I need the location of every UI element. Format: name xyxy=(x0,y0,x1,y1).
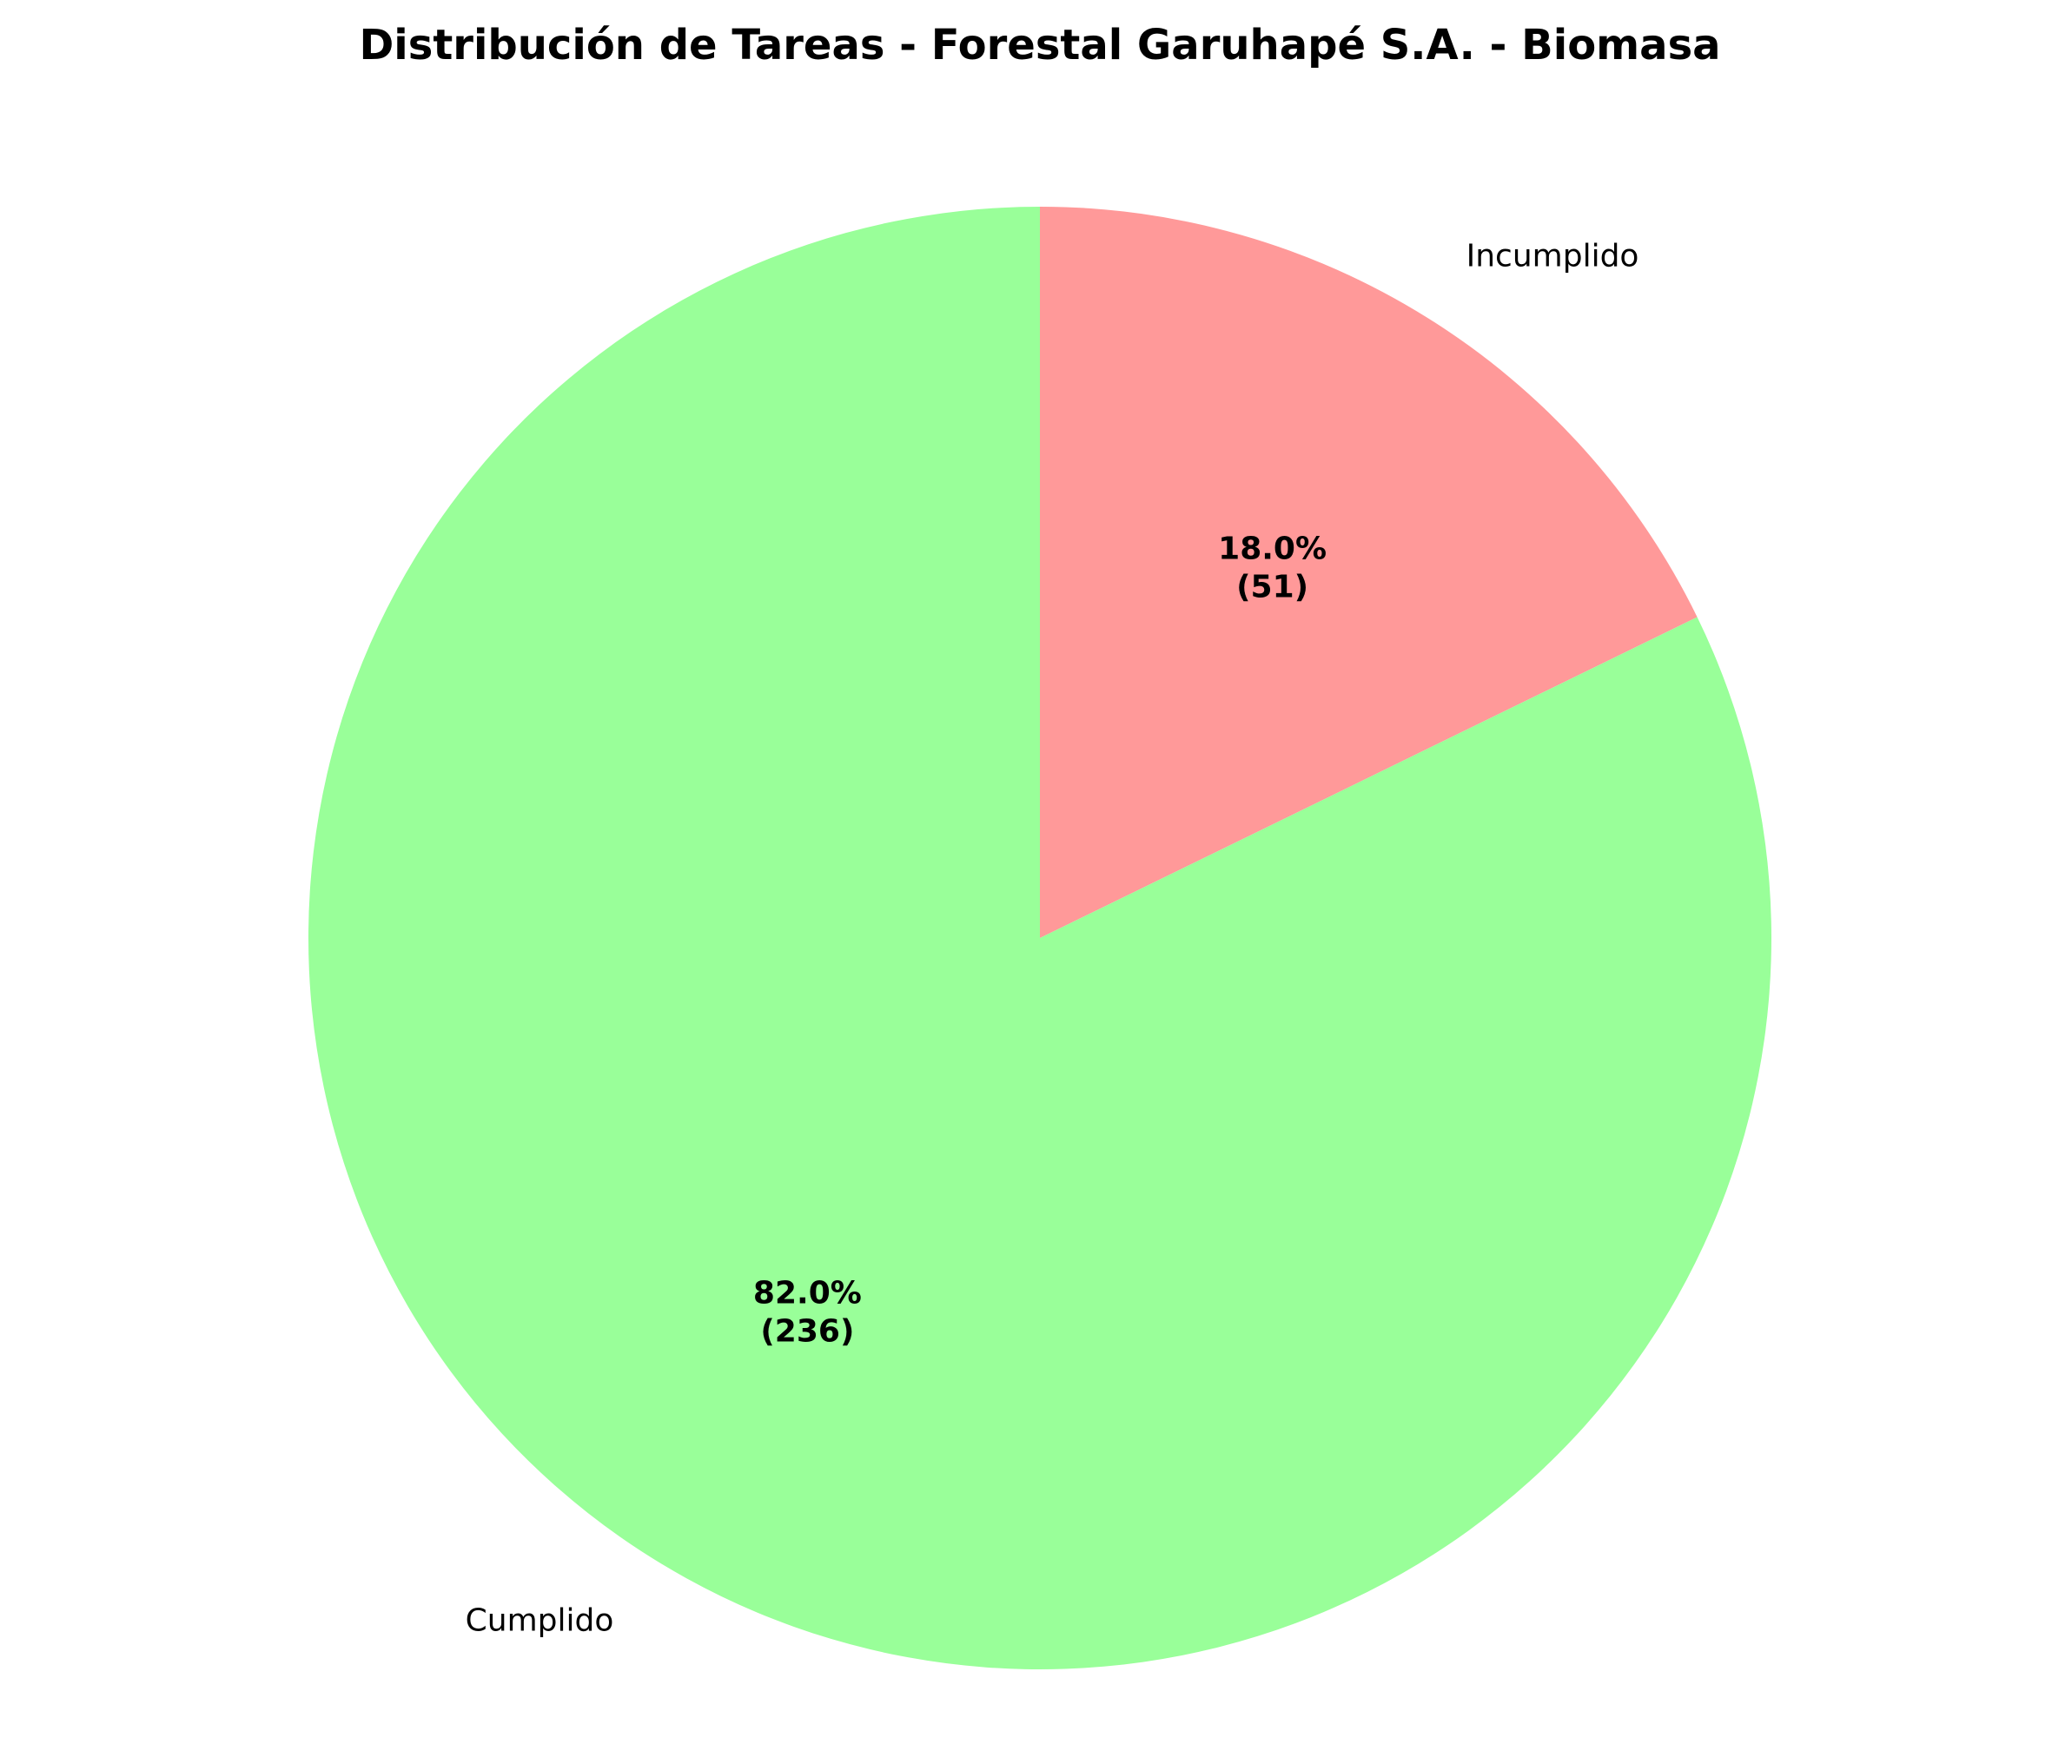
pie-slices xyxy=(308,207,1771,1670)
pie-labels: Incumplido 18.0% (51) Cumplido 82.0% (236) xyxy=(466,238,1639,1638)
pie-slice-incumplido xyxy=(1040,207,1698,938)
slice-label-incumplido: Incumplido xyxy=(1466,238,1639,274)
slice-label-cumplido: Cumplido xyxy=(466,1603,614,1639)
slice-value-label-incumplido: 18.0% (51) xyxy=(1218,532,1327,605)
chart-title: Distribución de Tareas - Forestal Garuha… xyxy=(359,21,1720,69)
slice-value-label-cumplido: 82.0% (236) xyxy=(753,1275,862,1349)
pie-slice-cumplido xyxy=(308,207,1771,1670)
